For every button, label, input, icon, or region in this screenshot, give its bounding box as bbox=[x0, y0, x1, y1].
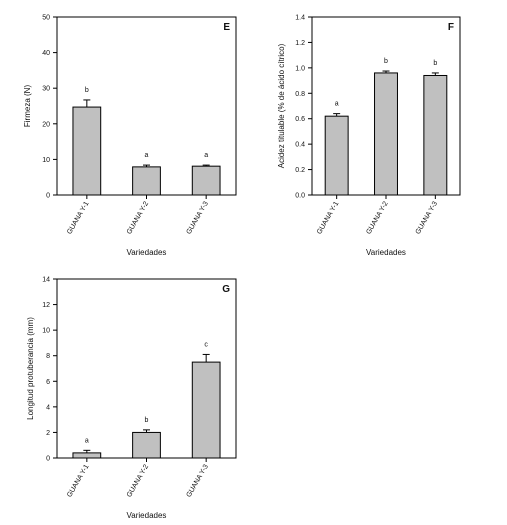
panel-letter: G bbox=[222, 284, 230, 295]
y-tick-label: 20 bbox=[42, 121, 50, 128]
chart-panel-e: 0 10 20 30 40 50 b GUANA Y-1 a GUANA Y-2 a GUANA Y-… bbox=[23, 15, 237, 257]
significance-label: b bbox=[145, 417, 149, 424]
y-tick-label: 0.2 bbox=[295, 167, 305, 174]
x-axis-label: Variedades bbox=[127, 511, 167, 520]
significance-label: b bbox=[85, 87, 89, 94]
category-label: GUANA Y-3 bbox=[415, 200, 439, 235]
y-tick-label: 0.8 bbox=[295, 91, 305, 98]
y-tick-label: 0.0 bbox=[295, 193, 305, 200]
y-tick-label: 40 bbox=[42, 50, 50, 57]
y-axis-label: Acidez titulable (% de ácido cítrico) bbox=[277, 43, 286, 168]
y-tick-label: 10 bbox=[42, 328, 50, 335]
y-tick-label: 12 bbox=[42, 302, 50, 309]
category-label: GUANA Y-1 bbox=[66, 200, 90, 235]
bar bbox=[132, 166, 161, 196]
category-label: GUANA Y-2 bbox=[126, 463, 150, 498]
category-label: GUANA Y-2 bbox=[126, 200, 150, 235]
y-tick-label: 0 bbox=[46, 456, 50, 463]
y-tick-label: 10 bbox=[42, 157, 50, 164]
y-tick-label: 8 bbox=[46, 353, 50, 360]
significance-label: a bbox=[85, 437, 89, 444]
x-axis-label: Variedades bbox=[127, 248, 167, 257]
y-tick-label: 6 bbox=[46, 379, 50, 386]
y-axis-label: Longitud protuberancia (mm) bbox=[26, 317, 35, 420]
significance-label: a bbox=[204, 152, 208, 159]
significance-label: c bbox=[204, 341, 208, 348]
bar bbox=[374, 72, 398, 196]
bar bbox=[423, 74, 448, 196]
significance-label: b bbox=[433, 60, 437, 67]
y-tick-label: 4 bbox=[46, 404, 50, 411]
category-label: GUANA Y-1 bbox=[66, 463, 90, 498]
x-axis-label: Variedades bbox=[366, 248, 406, 257]
significance-label: b bbox=[384, 58, 388, 65]
chart-panel-g: 0 2 4 6 8 10 12 14 a GUANA Y-1 b GUANA Y-2 c GUANA Y-… bbox=[26, 277, 237, 520]
significance-label: a bbox=[145, 152, 149, 159]
y-axis-label: Firmeza (N) bbox=[23, 85, 32, 128]
y-tick-label: 0.4 bbox=[295, 142, 305, 149]
y-tick-label: 1.0 bbox=[295, 65, 305, 72]
y-tick-label: 30 bbox=[42, 86, 50, 93]
bar bbox=[324, 115, 349, 196]
y-tick-label: 50 bbox=[42, 15, 50, 22]
bar bbox=[132, 431, 161, 459]
bar bbox=[72, 106, 102, 196]
category-label: GUANA Y-1 bbox=[316, 200, 340, 235]
bar bbox=[72, 452, 102, 459]
panel-letter: F bbox=[448, 22, 454, 33]
category-label: GUANA Y-2 bbox=[365, 200, 389, 235]
chart-panel-f: 0.0 0.2 0.4 0.6 0.8 1.0 1.2 1.4 a GUANA Y-1 b GUANA… bbox=[277, 15, 461, 257]
category-label: GUANA Y-3 bbox=[186, 463, 210, 498]
bar bbox=[191, 165, 221, 196]
y-tick-label: 1.2 bbox=[295, 40, 305, 47]
significance-label: a bbox=[335, 101, 339, 108]
y-tick-label: 0.6 bbox=[295, 116, 305, 123]
panel-letter: E bbox=[223, 22, 230, 33]
bar bbox=[191, 361, 221, 459]
y-tick-label: 14 bbox=[42, 277, 50, 284]
y-tick-label: 2 bbox=[46, 430, 50, 437]
category-label: GUANA Y-3 bbox=[186, 200, 210, 235]
y-tick-label: 1.4 bbox=[295, 15, 305, 22]
y-tick-label: 0 bbox=[46, 193, 50, 200]
